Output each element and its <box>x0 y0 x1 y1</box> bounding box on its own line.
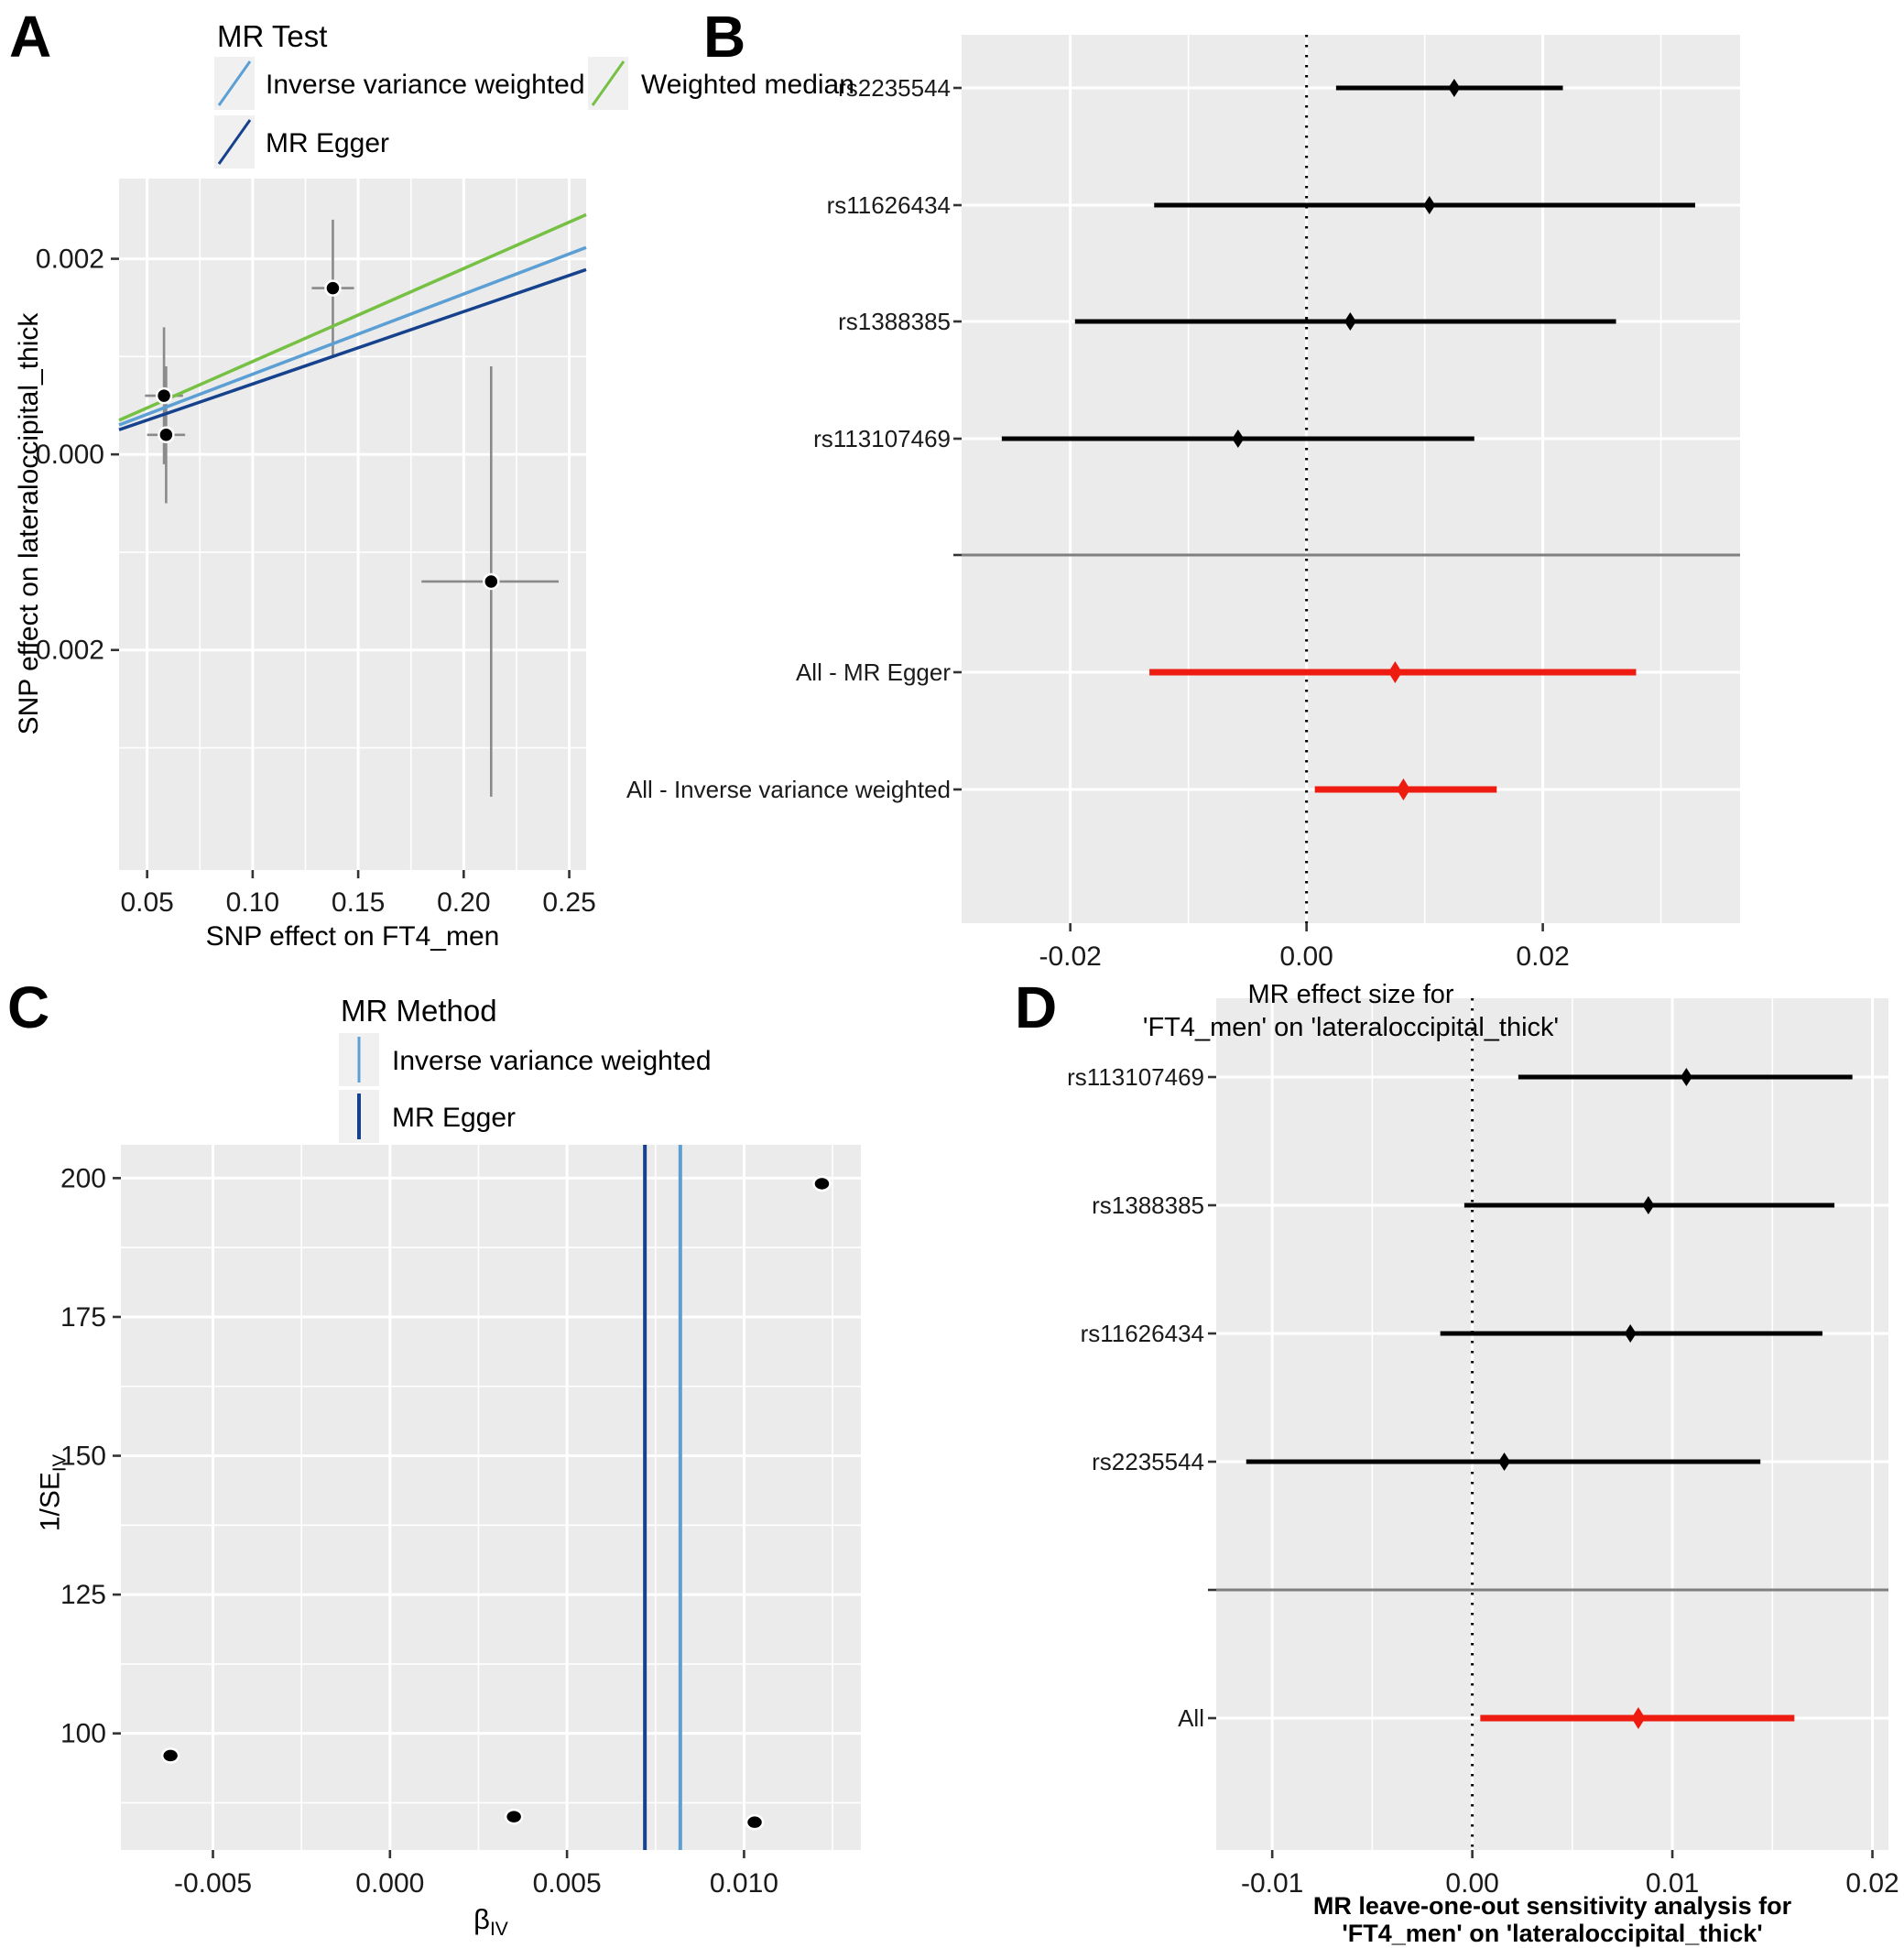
d-x-tick-label: 0.00 <box>1445 1868 1498 1899</box>
legend-key-ivw-line-icon <box>214 57 255 110</box>
snp-point <box>158 426 175 444</box>
legend-key-wm-line-icon <box>588 57 628 110</box>
d-x-tick-label: -0.01 <box>1241 1868 1303 1899</box>
snp-point <box>483 572 500 591</box>
a-y-tick-label: -0.002 <box>27 636 104 666</box>
plot-background <box>121 1145 861 1850</box>
b-x-tick-label: 0.02 <box>1516 941 1569 972</box>
funnel-point <box>160 1747 180 1764</box>
legend-key-ivw-vline-icon <box>339 1033 379 1086</box>
legend-mr-test-title: MR Test <box>217 19 328 53</box>
forest-row-label: rs2235544 <box>838 74 951 102</box>
panel-d-letter: D <box>1015 974 1058 1040</box>
effect-point <box>1624 1324 1637 1343</box>
legend-key-egger-vline-icon <box>339 1090 379 1143</box>
funnel-point <box>812 1175 832 1192</box>
c-y-tick-label: 125 <box>60 1580 106 1610</box>
forest-row-label: All <box>1178 1704 1204 1732</box>
funnel-point <box>745 1813 765 1831</box>
a-x-tick-label: 0.25 <box>542 887 595 918</box>
a-x-tick-label: 0.20 <box>437 887 490 918</box>
forest-row-label: rs1388385 <box>1092 1192 1204 1219</box>
effect-point <box>1232 430 1245 448</box>
c-x-tick-label: 0.010 <box>710 1868 778 1899</box>
regression-line-wm <box>118 212 587 422</box>
d-x-tick-label: 0.02 <box>1845 1868 1899 1899</box>
legend-label-egger-funnel: MR Egger <box>392 1103 517 1133</box>
forest-row-label: rs113107469 <box>1067 1063 1204 1091</box>
legend-label-wm: Weighted median <box>641 70 854 100</box>
plot-background <box>119 179 586 870</box>
c-y-tick-label: 200 <box>60 1163 106 1193</box>
plot-background <box>962 35 1740 923</box>
c-y-tick-label: 175 <box>60 1302 106 1333</box>
legend-label-ivw-funnel: Inverse variance weighted <box>392 1046 712 1076</box>
effect-point <box>1642 1196 1655 1214</box>
plot-background <box>1216 998 1888 1850</box>
a-y-tick-label: 0.000 <box>36 440 104 470</box>
panel-b-letter: B <box>703 4 746 70</box>
c-x-tick-label: 0.000 <box>355 1868 424 1899</box>
a-y-axis-title: SNP effect on lateraloccipital_thick <box>14 312 44 735</box>
effect-point <box>1631 1707 1646 1729</box>
legend-key-egger-line-icon <box>214 115 255 169</box>
forest-row-label: All - Inverse variance weighted <box>626 776 951 803</box>
c-y-tick-label: 150 <box>60 1442 106 1472</box>
panel-c-letter: C <box>7 974 50 1040</box>
d-x-axis-title-line1: MR leave-one-out sensitivity analysis fo… <box>1312 1892 1792 1920</box>
a-y-tick-label: 0.002 <box>36 245 104 275</box>
legend-mr-method-title: MR Method <box>341 994 497 1028</box>
effect-point <box>1498 1453 1511 1471</box>
c-x-tick-label: -0.005 <box>174 1868 252 1899</box>
legend-label-ivw: Inverse variance weighted <box>266 70 585 100</box>
beta-symbol: β <box>473 1903 490 1935</box>
se-subscript: IV <box>49 1453 71 1473</box>
forest-row-label: rs113107469 <box>813 425 951 452</box>
effect-point <box>1680 1068 1692 1086</box>
forest-row-label: All - MR Egger <box>796 658 951 686</box>
effect-point <box>1387 661 1402 683</box>
d-x-axis-title-line2: 'FT4_men' on 'lateraloccipital_thick' <box>1342 1920 1763 1947</box>
snp-point <box>324 279 342 297</box>
beta-subscript: IV <box>489 1919 508 1941</box>
forest-row-label: rs11626434 <box>1081 1320 1204 1347</box>
effect-point <box>1344 312 1356 331</box>
b-x-tick-label: 0.00 <box>1279 941 1333 972</box>
b-x-axis-title-line2: 'FT4_men' on 'lateraloccipital_thick' <box>1142 1013 1560 1042</box>
snp-point <box>155 386 173 405</box>
c-x-tick-label: 0.005 <box>533 1868 602 1899</box>
c-y-tick-label: 100 <box>60 1719 106 1749</box>
c-x-axis-title: βIV <box>121 1903 861 1941</box>
regression-line-ivw <box>118 245 587 427</box>
legend-label-egger: MR Egger <box>266 128 390 158</box>
forest-row-label: rs2235544 <box>1092 1448 1204 1475</box>
b-x-axis-title-line1: MR effect size for <box>1247 980 1454 1009</box>
a-x-axis-title: SNP effect on FT4_men <box>205 921 500 952</box>
effect-point <box>1448 79 1461 97</box>
d-x-tick-label: 0.01 <box>1646 1868 1699 1899</box>
forest-row-label: rs1388385 <box>838 308 951 335</box>
panel-a-letter: A <box>9 4 52 70</box>
a-x-tick-label: 0.10 <box>226 887 279 918</box>
a-x-tick-label: 0.15 <box>332 887 385 918</box>
funnel-point <box>504 1808 524 1825</box>
regression-line-egger <box>118 267 587 431</box>
effect-point <box>1423 196 1436 214</box>
forest-row-label: rs11626434 <box>827 191 951 219</box>
a-x-tick-label: 0.05 <box>120 887 173 918</box>
c-y-axis-title: 1/SEIV <box>36 1454 71 1531</box>
se-label: 1/SE <box>35 1472 66 1532</box>
b-x-tick-label: -0.02 <box>1039 941 1101 972</box>
effect-point <box>1396 778 1410 800</box>
